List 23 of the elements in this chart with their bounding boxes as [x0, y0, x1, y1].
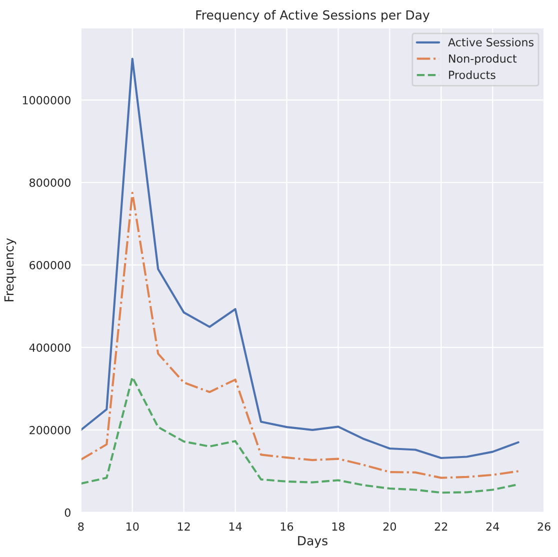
- x-tick-label: 20: [383, 522, 396, 531]
- x-axis-title: Days: [298, 536, 328, 548]
- y-tick-label: 400000: [29, 343, 70, 352]
- x-tick-label: 22: [434, 522, 448, 531]
- line-series: [80, 192, 520, 479]
- y-tick-label: 800000: [30, 178, 70, 187]
- x-tick-label: 10: [126, 522, 139, 531]
- x-tick-label: 24: [486, 522, 500, 531]
- y-axis-title: Frequency: [4, 238, 16, 302]
- y-tick-label: 200000: [30, 426, 70, 434]
- x-tick-label: 18: [332, 522, 345, 531]
- x-tick-label: 16: [280, 522, 294, 531]
- x-tick-label: 8: [78, 522, 84, 531]
- y-tick-label: 0: [64, 508, 70, 517]
- legend-label: Products: [449, 70, 496, 80]
- y-tick-label: 1000000: [22, 96, 70, 104]
- legend-label: Active Sessions: [448, 38, 534, 46]
- y-tick-label: 600000: [30, 260, 70, 270]
- chart-title: Frequency of Active Sessions per Day: [196, 10, 430, 22]
- legend-label: Non-product: [449, 54, 517, 65]
- x-tick-label: 12: [178, 522, 190, 531]
- x-tick-label: 26: [538, 522, 550, 531]
- x-tick-label: 14: [229, 522, 242, 531]
